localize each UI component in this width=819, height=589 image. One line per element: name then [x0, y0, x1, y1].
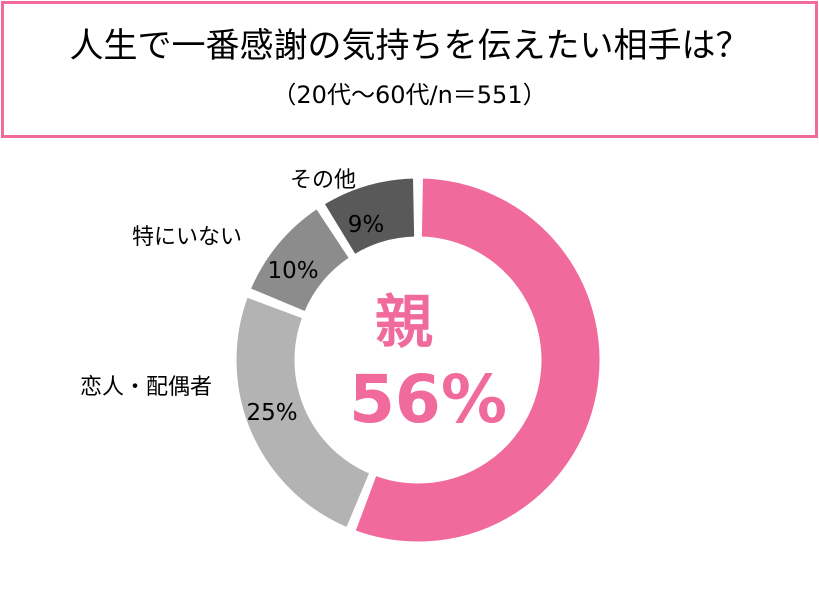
slice-4-value-label: 9% [348, 212, 385, 238]
slice-2-value-label: 25% [246, 400, 297, 426]
donut-labels: 親56% 恋人・配偶者 25% 特にいない 10% その他 9% [80, 168, 507, 438]
slice-4-arc [320, 175, 418, 258]
center-category-label: 親 [375, 288, 433, 356]
title-frame: 人生で一番感謝の気持ちを伝えたい相手は？ （20代～60代/n＝551） [1, 1, 818, 138]
slice-3-value-label: 10% [267, 258, 318, 284]
chart-subtitle: （20代～60代/n＝551） [272, 81, 547, 109]
slice-2-arc [233, 293, 373, 531]
slice-1-arc [351, 175, 603, 545]
slice-3-category-label: 特にいない [132, 225, 242, 250]
center-value-label: 56% [349, 361, 507, 438]
slice-3-arc [247, 205, 353, 315]
slice-2-category-label: 恋人・配偶者 [80, 375, 212, 400]
donut-slices [233, 175, 603, 545]
chart-title: 人生で一番感謝の気持ちを伝えたい相手は？ [69, 26, 750, 66]
slice-4-category-label: その他 [290, 168, 356, 193]
